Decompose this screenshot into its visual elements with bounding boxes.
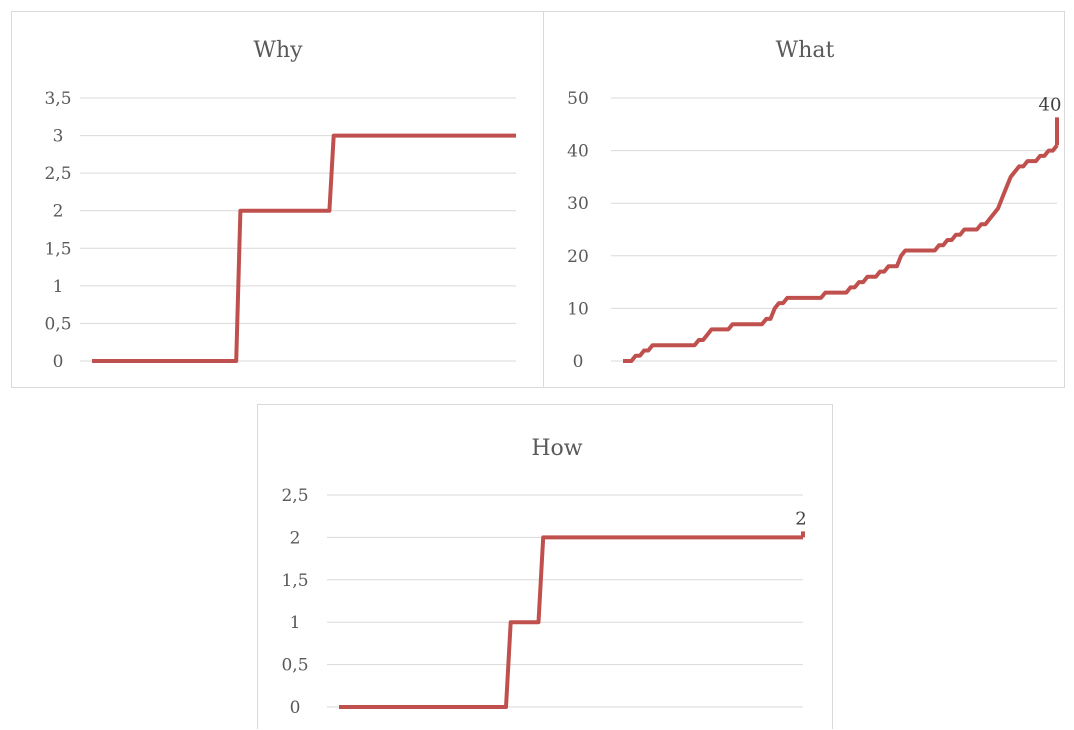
data-label-what: 40 [1039, 94, 1062, 115]
chart-title-what: What [776, 38, 835, 63]
chart-how: How 0 0,5 1 1,5 2 2,5 2 [281, 436, 806, 718]
chart-title-why: Why [253, 38, 303, 63]
chart-panel-why: Why 0 0,5 1 1,5 2 2,5 3 3,5 [11, 11, 544, 388]
y-tick-label-how: 1,5 [281, 571, 308, 591]
series-line-how [339, 535, 803, 709]
chart-why: Why 0 0,5 1 1,5 2 2,5 3 3,5 [44, 38, 516, 372]
series-line-why [92, 133, 516, 363]
y-tick-label-how: 0,5 [281, 656, 308, 676]
y-tick-label-why: 0,5 [44, 314, 71, 334]
y-tick-label-why: 1,5 [44, 239, 71, 259]
y-tick-label-why: 1 [53, 277, 64, 297]
y-tick-label-how: 2,5 [281, 486, 308, 506]
y-tick-label-why: 3 [53, 127, 64, 147]
y-tick-label-why: 0 [53, 352, 64, 372]
y-tick-label-how: 0 [290, 698, 301, 718]
chart-what: What 0 10 20 30 40 50 40 [567, 38, 1062, 372]
y-tick-label-what: 20 [567, 247, 589, 267]
chart-panel-what: What 0 10 20 30 40 50 40 [543, 11, 1065, 388]
chart-title-how: How [531, 436, 582, 461]
y-tick-label-what: 40 [567, 142, 589, 162]
chart-panel-how: How 0 0,5 1 1,5 2 2,5 2 [257, 404, 833, 729]
y-tick-label-what: 0 [573, 352, 584, 372]
data-label-how: 2 [795, 508, 806, 529]
series-line-what [623, 144, 1059, 363]
y-tick-label-why: 3,5 [44, 89, 71, 109]
y-tick-label-how: 1 [290, 613, 301, 633]
y-tick-label-why: 2,5 [44, 164, 71, 184]
y-tick-label-what: 50 [567, 89, 589, 109]
y-tick-label-what: 30 [567, 194, 589, 214]
y-tick-label-why: 2 [53, 202, 64, 222]
y-tick-label-what: 10 [567, 299, 589, 319]
y-tick-label-how: 2 [290, 528, 301, 548]
